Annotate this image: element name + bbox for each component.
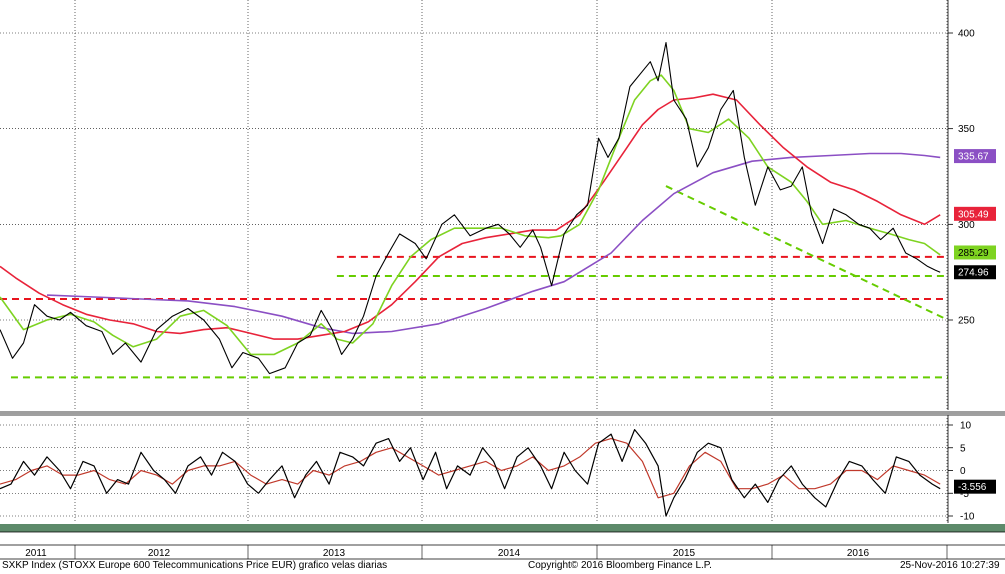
osc-last-value-badge [954,479,996,494]
last-value-label: 305.49 [958,209,989,220]
last-value-label: 335.67 [958,152,989,163]
y-tick-label: 400 [958,29,975,40]
footer-copyright: Copyright© 2016 Bloomberg Finance L.P. [528,560,712,571]
bottom-band [0,524,1005,532]
trendline [665,185,949,321]
last-value-label: 274.96 [958,268,989,279]
last-value-badge [954,149,996,164]
ma-short-line [0,74,941,356]
grid-layer [0,0,948,523]
ma-mid-line [0,93,941,340]
panel-separator [0,411,1005,414]
last-value-badge [954,265,996,280]
y-tick-label: 250 [958,316,975,327]
x-tick-label: 2014 [498,548,521,559]
footer-security-label: SXKP Index (STOXX Europe 600 Telecommuni… [2,560,388,571]
osc-tick-label: 10 [960,421,972,432]
osc-tick-label: -10 [960,512,975,523]
reference-lines [0,185,949,379]
footer-timestamp: 25-Nov-2016 10:27:39 [900,560,1000,571]
x-tick-label: 2016 [847,548,870,559]
osc-last-value-label: -3.556 [958,482,987,493]
footer: SXKP Index (STOXX Europe 600 Telecommuni… [0,560,1005,574]
last-value-badge [954,245,996,260]
x-tick-label: 2012 [148,548,171,559]
y-tick-label: 350 [958,124,975,135]
last-value-label: 285.29 [958,248,989,259]
axis-layer: 2011 2012 2013 2014 2015 2016 250 300 350 400 10 5 0… [0,0,1005,560]
y-tick-label: 300 [958,220,975,231]
x-tick-label: 2013 [323,548,346,559]
last-value-badge [954,206,996,221]
x-tick-label: 2011 [25,548,47,559]
price-line [0,42,941,375]
osc-tick-label: 0 [960,466,966,477]
osc-tick-label: -5 [960,489,969,500]
last-value-badges: 335.67 305.49 285.29 274.96 -3.556 [954,149,996,494]
x-tick-label: 2015 [673,548,696,559]
osc-fast-line [0,429,941,517]
ma-long-line [46,152,941,335]
osc-tick-label: 5 [960,443,966,454]
series-layer [0,42,941,517]
